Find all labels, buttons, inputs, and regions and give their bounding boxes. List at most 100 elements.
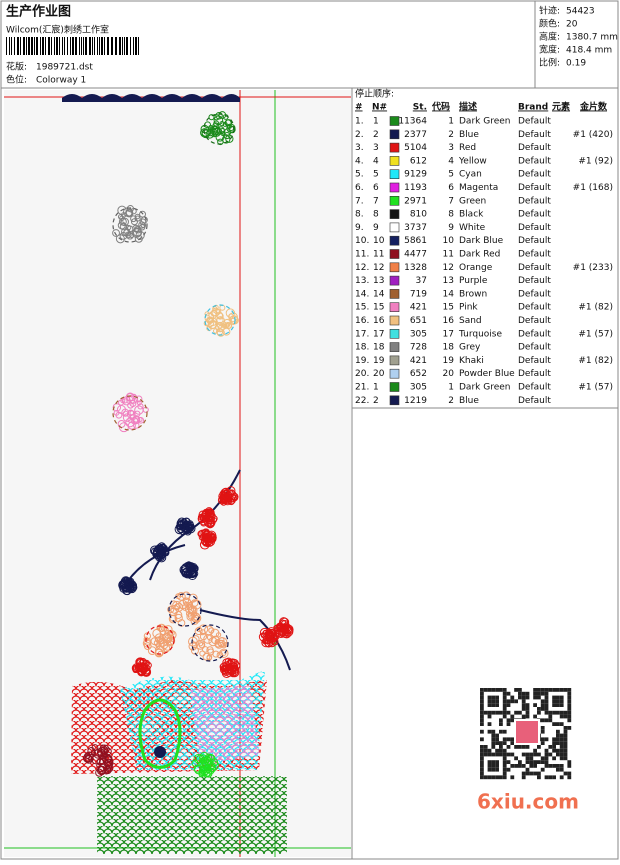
qr-module: [495, 699, 499, 704]
qr-module: [487, 752, 492, 757]
description: Magenta: [459, 183, 498, 193]
needle: 13: [373, 276, 384, 286]
qr-module: [510, 718, 515, 723]
stitch: [134, 215, 141, 222]
qr-module: [537, 745, 541, 749]
qr-module: [544, 703, 549, 707]
stitch: [177, 619, 186, 627]
qr-module: [544, 737, 549, 742]
stitch: [153, 551, 159, 557]
qr-module: [495, 752, 499, 757]
qr-module: [563, 710, 568, 715]
qr-module: [502, 748, 507, 753]
stitch: [162, 641, 173, 651]
qr-module: [514, 699, 518, 704]
needle: 2: [373, 396, 379, 406]
qr-module: [544, 707, 549, 711]
qr-module: [559, 764, 564, 768]
stitch: [197, 641, 204, 647]
stitch: [119, 222, 128, 231]
color-swatch: [389, 302, 400, 313]
column-header: Brand: [518, 103, 548, 113]
description: Dark Green: [459, 117, 510, 127]
stitch: [158, 625, 169, 636]
code: 10: [443, 236, 455, 246]
qr-module: [533, 771, 537, 776]
qr-module: [506, 722, 511, 726]
brand: Default: [518, 117, 551, 127]
stitch: [216, 309, 222, 315]
qr-module: [480, 745, 484, 749]
lattice: [97, 776, 287, 854]
qr-module: [556, 722, 560, 726]
stitch: [224, 665, 235, 675]
qr-module: [502, 703, 507, 707]
qr-module: [499, 741, 503, 745]
barcode-bar: [101, 37, 103, 55]
stitch: [209, 761, 216, 769]
qr-module: [540, 688, 545, 692]
info-value: 418.4 mm: [566, 46, 612, 56]
stitches: 652: [410, 369, 427, 379]
column-header: N#: [372, 103, 387, 113]
barcode-bar: [23, 37, 25, 55]
barcode: [6, 37, 139, 55]
qr-module: [559, 688, 564, 692]
qr-module: [552, 756, 556, 761]
stitch: [201, 129, 211, 139]
info-value: 54423: [566, 7, 595, 17]
needle: 15: [373, 303, 384, 313]
qr-module: [480, 771, 484, 776]
qr-module: [559, 737, 564, 742]
stitches: 9129: [404, 170, 427, 180]
qr-module: [487, 714, 492, 719]
row-index: 16.: [355, 316, 369, 326]
qr-module: [567, 764, 572, 768]
stitches: 11364: [398, 117, 427, 127]
stitch: [201, 538, 208, 546]
qr-module: [540, 726, 545, 730]
brand: Default: [518, 210, 551, 220]
stitch: [150, 637, 159, 646]
qr-module: [567, 703, 572, 707]
qr-module: [514, 764, 518, 768]
stitch: [201, 646, 209, 653]
code: 7: [448, 196, 454, 206]
qr-module: [567, 760, 572, 764]
qr-module: [544, 756, 549, 761]
qr-module: [552, 748, 556, 753]
qr-module: [559, 775, 564, 780]
stitch: [215, 322, 225, 333]
barcode-bar: [70, 37, 71, 55]
qr-module: [480, 688, 484, 692]
qr-module: [480, 695, 484, 700]
qr-module: [495, 764, 499, 768]
brand: Default: [518, 170, 551, 180]
color-swatch: [389, 289, 400, 299]
qr-module: [544, 718, 549, 723]
qr-module: [487, 748, 492, 753]
qr-module: [563, 714, 568, 719]
qr-module: [563, 726, 568, 730]
description: Pink: [459, 303, 478, 313]
stitch: [99, 744, 106, 750]
stitch: [122, 410, 129, 417]
qr-module: [480, 703, 484, 707]
brand: Default: [518, 236, 551, 246]
description: Dark Red: [459, 250, 500, 260]
stitch: [82, 753, 93, 763]
barcode-bar: [51, 37, 52, 55]
qr-module: [502, 695, 507, 700]
qr-module: [495, 748, 499, 753]
brand: Default: [518, 130, 551, 140]
stitch: [186, 612, 195, 621]
qr-module: [567, 718, 572, 723]
brand: Default: [518, 143, 551, 153]
color-swatch: [389, 382, 400, 392]
qr-module: [499, 718, 503, 723]
brand: Default: [518, 396, 551, 406]
qr-module: [537, 771, 541, 776]
barcode-bar: [130, 37, 131, 55]
qr-module: [525, 695, 530, 700]
qr-module: [529, 764, 534, 768]
